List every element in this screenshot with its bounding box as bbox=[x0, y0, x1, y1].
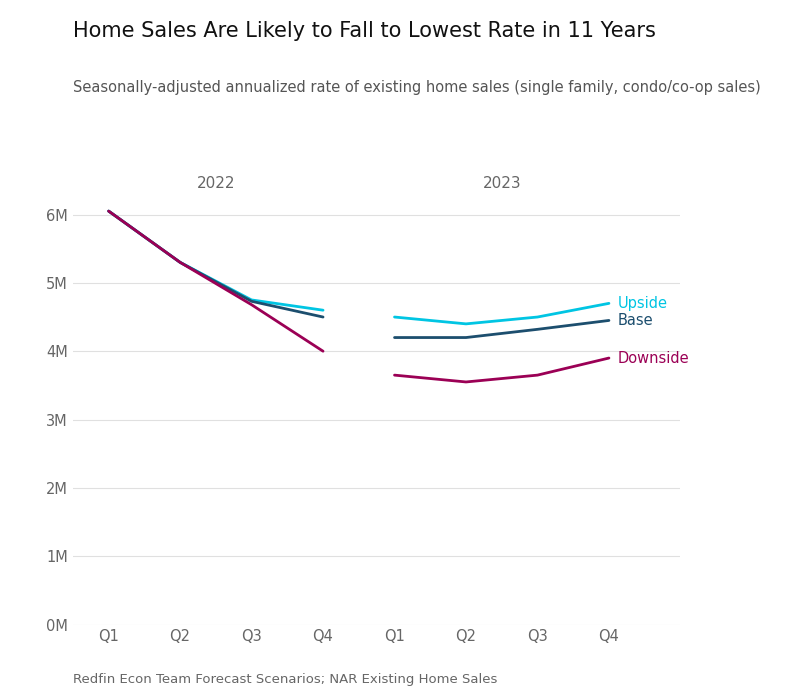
Text: Upside: Upside bbox=[617, 296, 667, 311]
Text: Seasonally-adjusted annualized rate of existing home sales (single family, condo: Seasonally-adjusted annualized rate of e… bbox=[73, 80, 761, 95]
Text: Downside: Downside bbox=[617, 350, 689, 366]
Text: 2023: 2023 bbox=[483, 176, 521, 191]
Text: Home Sales Are Likely to Fall to Lowest Rate in 11 Years: Home Sales Are Likely to Fall to Lowest … bbox=[73, 21, 656, 41]
Text: 2022: 2022 bbox=[197, 176, 235, 191]
Text: Redfin Econ Team Forecast Scenarios; NAR Existing Home Sales: Redfin Econ Team Forecast Scenarios; NAR… bbox=[73, 672, 497, 686]
Text: Base: Base bbox=[617, 313, 653, 328]
